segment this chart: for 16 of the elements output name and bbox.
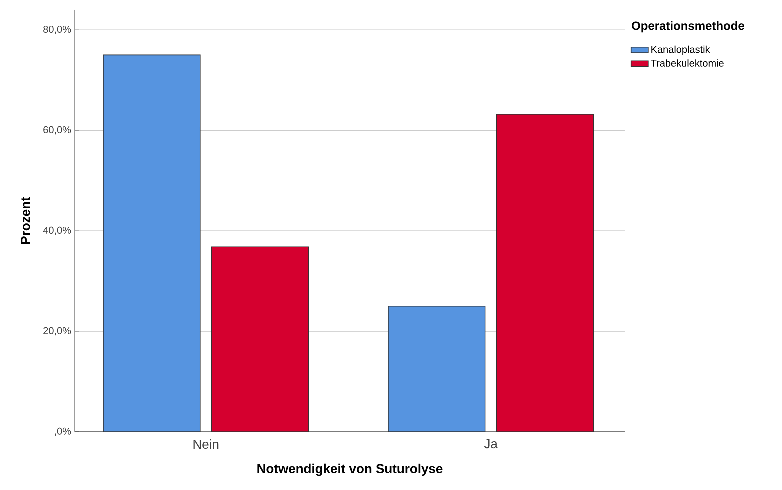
- legend-label: Trabekulektomie: [651, 60, 724, 67]
- bar: [211, 246, 310, 432]
- y-axis-title: Prozent: [21, 197, 30, 244]
- y-tick-label: 40,0%: [43, 226, 72, 236]
- bar: [388, 306, 486, 432]
- y-tick-label: ,0%: [55, 428, 72, 436]
- bar: [103, 54, 201, 432]
- y-tick-label: 20,0%: [44, 327, 72, 336]
- legend-title: Operationsmethode: [632, 21, 744, 33]
- x-tick-label: Ja: [484, 440, 498, 449]
- y-tick-label: 60,0%: [44, 126, 72, 135]
- x-tick-label: Nein: [194, 440, 219, 450]
- bar: [496, 114, 594, 432]
- legend-label: Kanaloplastik: [652, 46, 710, 56]
- x-axis-title: Notwendigkeit von Suturolyse: [258, 464, 443, 476]
- y-tick-label: 80,0%: [44, 26, 72, 34]
